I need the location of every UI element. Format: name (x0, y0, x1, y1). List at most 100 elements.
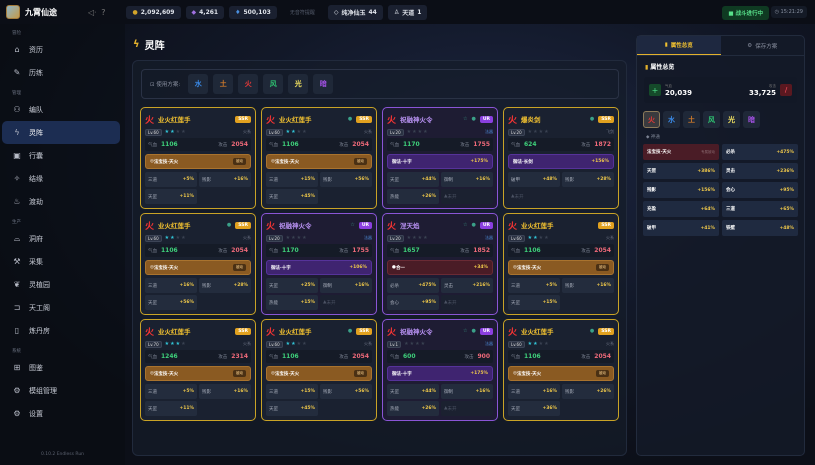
treasure-card[interactable]: 火祝融神火令 ☆ ● UR Lv.1 ★★★★ 法器 气血 600 攻击 900 御法·十字 +175%… (382, 319, 498, 421)
treasure-card[interactable]: 火涅天焰 ☆ ● UR Lv.20 ★★★★ 法器 气血 1657 攻击 1852 ● 合一 +34% 必… (382, 213, 498, 315)
card-skill[interactable]: ◎ 法宝技·天火 被动 (266, 154, 372, 169)
treasure-card[interactable]: 火业火红莲手 ● SSR Lv.60 ★★★★ 火系 气血 1106 攻击 2054 ◎ 法宝技·天… (140, 213, 256, 315)
treasure-card[interactable]: 火爆炎剑 ● SSR Lv.20 ★★★★ 飞剑 气血 624 攻击 1872 御法·长剑 +156%… (503, 107, 619, 209)
element-filter-button[interactable]: 水 (663, 111, 680, 128)
card-skill[interactable]: ◎ 法宝技·天火 被动 (266, 366, 372, 381)
card-skill[interactable]: ◎ 法宝技·天火 被动 (508, 260, 614, 275)
card-skill[interactable]: ● 合一 +34% (387, 260, 493, 275)
summary-stat: 铁壁 +48% (722, 220, 798, 236)
element-filter-button[interactable]: 火 (643, 111, 660, 128)
hp-label: 气血 (269, 142, 278, 148)
hp-plus-icon: + (649, 84, 661, 96)
sound-icon[interactable]: ◁ᐧ (88, 7, 97, 17)
sidebar-item-home[interactable]: ⌂ 资历 (0, 38, 120, 61)
plant-icon: ❦ (13, 280, 21, 289)
sidebar-item-module[interactable]: ⚙ 模组管理 (0, 379, 120, 402)
atk-value: 2054 (231, 247, 248, 254)
atk-label: 攻击 (218, 142, 228, 148)
rarity-badge: UR (479, 221, 493, 229)
sidebar-item-cave[interactable]: ⌓ 洞府 (0, 227, 120, 250)
star-icon: ★ (415, 341, 421, 347)
rarity-badge: SSR (598, 115, 614, 123)
card-skill[interactable]: 御法·长剑 +156% (508, 154, 614, 169)
star-outline-icon[interactable]: ☆ (350, 222, 355, 228)
rarity-badge: SSR (356, 327, 372, 335)
sidebar-item-workshop[interactable]: ⊐ 天工阁 (0, 296, 120, 319)
sidebar-item-plant[interactable]: ❦ 灵植园 (0, 273, 120, 296)
stat-label: 三道 (511, 389, 520, 395)
star-icon: ★ (527, 235, 534, 241)
star-outline-icon[interactable]: ☆ (463, 222, 468, 228)
plan-element-button[interactable]: 光 (288, 74, 309, 94)
element-filter-button[interactable]: 暗 (743, 111, 760, 128)
tab-saved-plans[interactable]: ⚙ 保存方案 (721, 36, 805, 55)
treasure-card[interactable]: 火业火红莲手 SSR Lv.60 ★★★★ 火系 气血 1106 攻击 2054 ◎ 法宝技·天火… (503, 213, 619, 315)
sidebar-item-flame[interactable]: ♨ 渡劫 (0, 190, 120, 213)
stat-cell: 三道 +16% (508, 384, 560, 399)
treasure-card[interactable]: 火业火红莲手 SSR Lv.70 ★★★★ 火系 气血 1246 攻击 2314 ◎ 法宝技·天火… (140, 319, 256, 421)
star-outline-icon[interactable]: ☆ (463, 328, 468, 334)
card-skill[interactable]: ◎ 法宝技·天火 被动 (145, 366, 251, 381)
stat-label: 残影 (202, 177, 211, 183)
sidebar-item-bag[interactable]: ▣ 行囊 (0, 144, 120, 167)
book-icon: ⊞ (13, 363, 21, 372)
top-item-0[interactable]: ◇ 纯净仙玉 44 (327, 4, 383, 20)
stat-value: +16% (179, 283, 194, 288)
treasure-card[interactable]: 火业火红莲手 ● SSR Lv.60 ★★★★ 火系 气血 1106 攻击 2054 ◎ 法宝技·天… (503, 319, 619, 421)
sidebar-item-team[interactable]: ⚇ 编队 (0, 98, 120, 121)
locked-slot: ▲ 未开 (320, 295, 372, 310)
plan-element-button[interactable]: 水 (188, 74, 209, 94)
sidebar-item-book[interactable]: ⊞ 图鉴 (0, 356, 120, 379)
card-skill[interactable]: 御法·十字 +175% (387, 154, 493, 169)
cave-icon: ⌓ (13, 233, 21, 243)
skill-name: 法宝技·天火 (516, 265, 542, 271)
card-type-tag: 法器 (485, 341, 493, 346)
element-filter-button[interactable]: 风 (703, 111, 720, 128)
plan-element-button[interactable]: 土 (213, 74, 234, 94)
card-type-tag: 火系 (243, 341, 251, 346)
stat-label: 天罡 (148, 406, 157, 412)
plan-element-button[interactable]: 风 (263, 74, 284, 94)
hp-value: 1106 (282, 353, 299, 360)
card-skill[interactable]: 御法·十字 +106% (266, 260, 372, 275)
card-header: 火业火红莲手 SSR (145, 112, 251, 126)
clock: ◷ 15:21:29 (770, 6, 807, 18)
sidebar-item-formation[interactable]: ϟ 灵阵 (2, 121, 120, 144)
card-main-stats: 气血 600 攻击 900 (387, 350, 493, 363)
plan-element-button[interactable]: 火 (238, 74, 259, 94)
card-skill[interactable]: ◎ 法宝技·天火 被动 (145, 154, 251, 169)
battle-status-badge[interactable]: ■ 战斗进行中 (722, 6, 769, 20)
star-rating: ★★★★ (165, 129, 187, 135)
locked-label: 未开 (447, 194, 457, 200)
star-outline-icon[interactable]: ☆ (463, 116, 468, 122)
plan-element-button[interactable]: 暗 (313, 74, 334, 94)
stat-cell: 残影 +28% (562, 172, 614, 187)
card-main-stats: 气血 624 攻击 1872 (508, 138, 614, 151)
element-filter-button[interactable]: 土 (683, 111, 700, 128)
stat-value: +5% (182, 389, 194, 394)
card-stats: 天罡 +44% 御制 +16% 热能 +26% ▲ 未开 (387, 384, 493, 416)
top-item-1[interactable]: ♙ 天道 1 (387, 4, 428, 20)
sidebar-item-settings[interactable]: ⚙ 设置 (0, 402, 120, 425)
sidebar-item-alchemy[interactable]: ▯ 炼丹房 (0, 319, 120, 342)
tab-label: 保存方案 (755, 43, 778, 50)
treasure-card[interactable]: 火祝融神火令 ☆ UR Lv.20 ★★★★ 法器 气血 1170 攻击 1755 御法·十字 +10… (261, 213, 377, 315)
bar-chart-icon: ▮ (664, 42, 668, 48)
sidebar-item-pickaxe[interactable]: ⚒ 采集 (0, 250, 120, 273)
treasure-card[interactable]: 火业火红莲手 ● SSR Lv.60 ★★★★ 火系 气血 1106 攻击 2054 ◎ 法宝技·天… (261, 107, 377, 209)
sidebar-item-sparkle[interactable]: ✧ 结缘 (0, 167, 120, 190)
card-skill[interactable]: 御法·十字 +175% (387, 366, 493, 381)
card-type-tag: 火系 (606, 341, 614, 346)
element-filter-button[interactable]: 光 (723, 111, 740, 128)
sidebar-item-pen[interactable]: ✎ 历练 (0, 61, 120, 84)
treasure-card[interactable]: 火业火红莲手 ● SSR Lv.60 ★★★★ 火系 气血 1106 攻击 2054 ◎ 法宝技·天… (261, 319, 377, 421)
treasure-card[interactable]: 火业火红莲手 SSR Lv.60 ★★★★ 火系 气血 1106 攻击 2054 ◎ 法宝技·天火… (140, 107, 256, 209)
card-skill[interactable]: ◎ 法宝技·天火 被动 (508, 366, 614, 381)
treasure-card[interactable]: 火祝融神火令 ☆ ● UR Lv.20 ★★★★ 法器 气血 1170 攻击 1755 御法·十字 +1… (382, 107, 498, 209)
app-name: 九霄仙途 (25, 7, 57, 17)
stat-value: +16% (542, 389, 557, 394)
help-icon[interactable]: ? (101, 7, 106, 17)
card-skill[interactable]: ◎ 法宝技·天火 被动 (145, 260, 251, 275)
top-item-label: 天道 (402, 9, 415, 17)
tab-attribute-summary[interactable]: ▮ 属性总览 (637, 36, 721, 55)
